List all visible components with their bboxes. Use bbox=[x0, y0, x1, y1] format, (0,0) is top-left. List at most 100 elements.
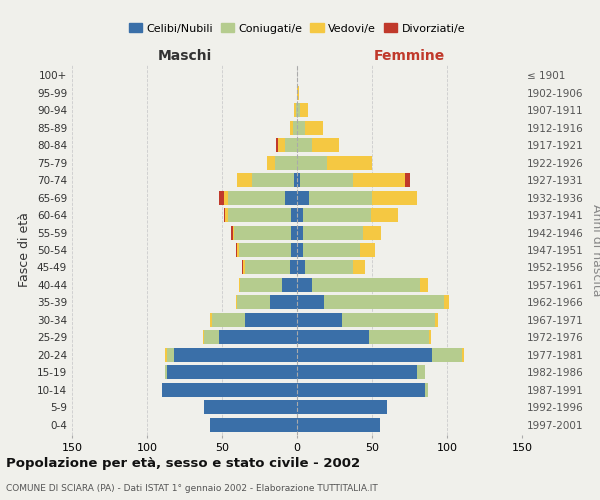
Bar bbox=[285, 190, 297, 204]
Bar bbox=[297, 382, 425, 396]
Bar bbox=[241, 260, 243, 274]
Bar bbox=[294, 104, 296, 118]
Bar bbox=[342, 313, 435, 327]
Bar bbox=[203, 330, 204, 344]
Bar bbox=[219, 330, 297, 344]
Bar bbox=[305, 121, 323, 135]
Bar bbox=[300, 173, 353, 187]
Bar bbox=[371, 208, 398, 222]
Bar bbox=[303, 208, 371, 222]
Text: Femmine: Femmine bbox=[374, 50, 445, 64]
Bar bbox=[297, 138, 312, 152]
Bar bbox=[219, 190, 223, 204]
Bar bbox=[297, 330, 369, 344]
Bar bbox=[303, 226, 363, 239]
Bar bbox=[297, 418, 380, 432]
Bar bbox=[291, 226, 297, 239]
Bar bbox=[290, 121, 293, 135]
Bar bbox=[223, 190, 228, 204]
Bar bbox=[297, 121, 305, 135]
Bar bbox=[291, 208, 297, 222]
Bar bbox=[297, 104, 300, 118]
Bar bbox=[270, 296, 297, 310]
Bar bbox=[305, 260, 353, 274]
Bar bbox=[296, 104, 297, 118]
Bar bbox=[239, 278, 240, 292]
Bar bbox=[303, 243, 360, 257]
Bar bbox=[297, 243, 303, 257]
Bar bbox=[297, 86, 299, 100]
Bar bbox=[297, 278, 312, 292]
Bar bbox=[309, 190, 372, 204]
Bar bbox=[237, 243, 239, 257]
Bar bbox=[297, 348, 432, 362]
Bar bbox=[228, 208, 291, 222]
Bar bbox=[297, 400, 387, 414]
Bar bbox=[267, 156, 275, 170]
Bar bbox=[420, 278, 427, 292]
Bar bbox=[297, 226, 303, 239]
Bar bbox=[297, 156, 327, 170]
Bar bbox=[462, 348, 464, 362]
Bar bbox=[228, 190, 285, 204]
Bar bbox=[297, 260, 305, 274]
Text: Popolazione per età, sesso e stato civile - 2002: Popolazione per età, sesso e stato civil… bbox=[6, 458, 360, 470]
Bar bbox=[231, 226, 233, 239]
Bar bbox=[167, 365, 297, 379]
Bar bbox=[162, 382, 297, 396]
Bar bbox=[210, 418, 297, 432]
Bar bbox=[235, 296, 237, 310]
Bar bbox=[297, 173, 300, 187]
Bar bbox=[240, 278, 282, 292]
Bar bbox=[290, 260, 297, 274]
Bar bbox=[324, 296, 444, 310]
Bar bbox=[435, 313, 438, 327]
Bar bbox=[204, 330, 219, 344]
Bar bbox=[294, 173, 297, 187]
Bar bbox=[275, 156, 297, 170]
Bar bbox=[369, 330, 429, 344]
Bar bbox=[372, 190, 417, 204]
Bar bbox=[165, 365, 167, 379]
Bar bbox=[300, 104, 308, 118]
Bar bbox=[312, 138, 339, 152]
Y-axis label: Anni di nascita: Anni di nascita bbox=[590, 204, 600, 296]
Bar bbox=[225, 208, 228, 222]
Bar bbox=[282, 278, 297, 292]
Y-axis label: Fasce di età: Fasce di età bbox=[19, 212, 31, 288]
Bar bbox=[276, 138, 277, 152]
Bar bbox=[285, 138, 297, 152]
Bar bbox=[327, 156, 372, 170]
Bar bbox=[245, 260, 290, 274]
Bar bbox=[291, 243, 297, 257]
Bar bbox=[167, 348, 174, 362]
Bar bbox=[425, 382, 427, 396]
Bar bbox=[360, 243, 375, 257]
Bar bbox=[432, 348, 462, 362]
Bar bbox=[353, 173, 405, 187]
Bar bbox=[353, 260, 365, 274]
Bar bbox=[174, 348, 297, 362]
Bar bbox=[297, 208, 303, 222]
Bar bbox=[223, 208, 225, 222]
Bar bbox=[237, 173, 252, 187]
Bar bbox=[245, 313, 297, 327]
Bar bbox=[243, 260, 245, 274]
Bar bbox=[417, 365, 425, 379]
Bar bbox=[210, 313, 212, 327]
Bar bbox=[293, 121, 297, 135]
Text: Maschi: Maschi bbox=[157, 50, 212, 64]
Bar bbox=[204, 400, 297, 414]
Bar bbox=[235, 243, 237, 257]
Legend: Celibi/Nubili, Coniugati/e, Vedovi/e, Divorziati/e: Celibi/Nubili, Coniugati/e, Vedovi/e, Di… bbox=[124, 19, 470, 38]
Bar bbox=[297, 365, 417, 379]
Bar bbox=[429, 330, 431, 344]
Bar bbox=[233, 226, 234, 239]
Bar bbox=[297, 296, 324, 310]
Bar bbox=[297, 190, 309, 204]
Bar bbox=[239, 243, 291, 257]
Bar bbox=[405, 173, 409, 187]
Bar bbox=[212, 313, 245, 327]
Bar bbox=[234, 226, 291, 239]
Text: COMUNE DI SCIARA (PA) - Dati ISTAT 1° gennaio 2002 - Elaborazione TUTTITALIA.IT: COMUNE DI SCIARA (PA) - Dati ISTAT 1° ge… bbox=[6, 484, 378, 493]
